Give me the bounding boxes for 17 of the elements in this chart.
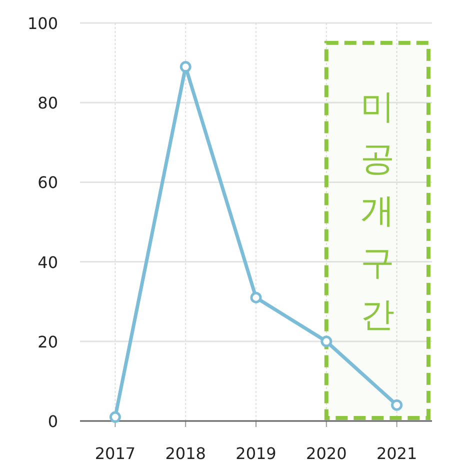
x-tick-label: 2019: [236, 444, 276, 463]
x-tick-label: 2018: [165, 444, 206, 463]
x-tick-label: 2017: [94, 444, 136, 463]
point: [320, 336, 332, 348]
point: [391, 399, 403, 411]
point: [250, 292, 262, 304]
point: [180, 61, 192, 73]
y-tick-label: 40: [38, 252, 58, 272]
y-tick-label: 60: [38, 173, 58, 192]
band-label: 미공개구간: [360, 88, 394, 334]
x-tick-label: 2021: [376, 444, 418, 463]
point: [109, 411, 121, 423]
y-tick-label: 100: [27, 14, 58, 33]
y-tick-label: 0: [48, 412, 58, 431]
x-tick-label: 2020: [306, 444, 347, 463]
y-tick-label: 20: [38, 332, 58, 352]
y-tick-label: 80: [38, 94, 58, 113]
